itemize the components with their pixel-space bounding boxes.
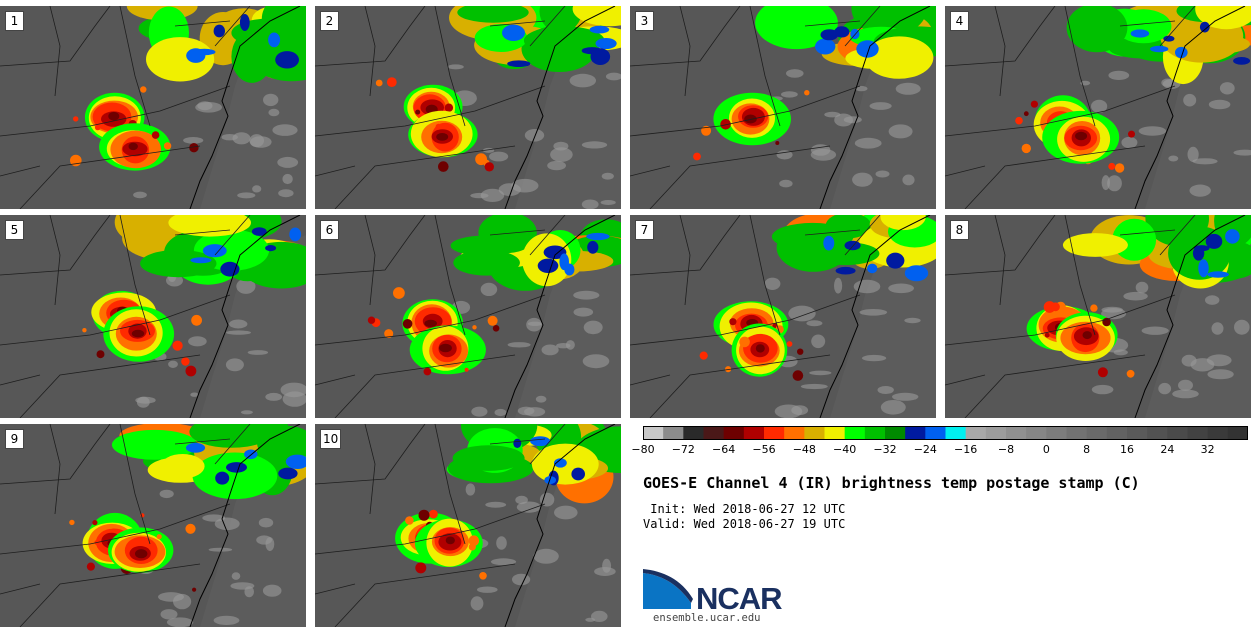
colorbar-segment [764,426,785,440]
satellite-map [315,6,621,209]
panel-label: 5 [5,220,24,240]
colorbar-tick-label: −48 [792,443,816,456]
ncar-logo-swoosh-dark [643,569,693,603]
colorbar-segment [683,426,704,440]
ncar-logo: NCAR [643,569,783,611]
colorbar-segment [1046,426,1067,440]
satellite-map [945,215,1251,418]
colorbar-segment [945,426,967,440]
colorbar-segment [1227,426,1248,440]
colorbar-segment [1026,426,1047,440]
satellite-map [945,6,1251,209]
ncar-logo-text: NCAR [696,581,782,611]
colorbar-segment [1147,426,1168,440]
panel-label: 10 [320,429,342,449]
colorbar-tick-label: −72 [671,443,695,456]
colorbar-segment [824,426,846,440]
panel-label: 4 [950,11,969,31]
colorbar-segment [1066,426,1088,440]
member-panel-6: 6 [315,215,621,418]
colorbar-segment [723,426,745,440]
init-time: Init: Wed 2018-06-27 12 UTC [643,502,846,516]
valid-time: Valid: Wed 2018-06-27 19 UTC [643,517,846,531]
colorbar-tick-label: −24 [913,443,937,456]
figure-title: GOES-E Channel 4 (IR) brightness temp po… [643,474,1140,492]
satellite-map [630,6,936,209]
member-panel-4: 4 [945,6,1251,209]
panel-label: 1 [5,11,24,31]
colorbar-segment [1187,426,1209,440]
colorbar-tick-label: 0 [1042,443,1050,456]
colorbar-segment [965,426,987,440]
satellite-map [0,215,306,418]
colorbar-tick-label: −32 [873,443,897,456]
colorbar-tick-label: 16 [1120,443,1134,456]
colorbar-segment [925,426,946,440]
member-panel-5: 5 [0,215,306,418]
colorbar-segment [985,426,1007,440]
colorbar-tick-label: −64 [712,443,736,456]
colorbar-segment [844,426,866,440]
panel-label: 7 [635,220,654,240]
colorbar-segment [804,426,825,440]
panel-label: 3 [635,11,654,31]
member-panel-9: 9 [0,424,306,627]
colorbar-segment [1006,426,1027,440]
panel-label: 8 [950,220,969,240]
satellite-map [0,6,306,209]
colorbar-segment [885,426,906,440]
member-panel-7: 7 [630,215,936,418]
satellite-map [0,424,306,627]
panel-label: 6 [320,220,339,240]
colorbar-segment [663,426,684,440]
colorbar-segment [1207,426,1229,440]
colorbar-segment [703,426,725,440]
colorbar-tick-label: −80 [631,443,655,456]
colorbar-segment [643,426,664,440]
colorbar-tick-label: 32 [1200,443,1215,456]
member-panel-8: 8 [945,215,1251,418]
member-panel-10: 10 [315,424,621,627]
colorbar-segment [1127,426,1148,440]
colorbar-tick-label: −8 [997,443,1015,456]
colorbar-segment [1086,426,1108,440]
colorbar [643,426,1248,440]
member-panel-3: 3 [630,6,936,209]
colorbar-tick-label: 8 [1083,443,1091,456]
ncar-logo-swoosh [643,573,691,609]
panel-label: 2 [320,11,339,31]
logo-url: ensemble.ucar.edu [653,612,761,624]
colorbar-ticks: −80 −72 −64 −56 −48 −40 −32 −24 −16 −8 0 8 16 24 32 [631,443,1248,457]
colorbar-border [643,426,1248,440]
colorbar-segment [1167,426,1188,440]
colorbar-segment [1106,426,1128,440]
colorbar-tick-label: −16 [954,443,978,456]
satellite-map [315,424,621,627]
colorbar-segment [905,426,926,440]
colorbar-segment [784,426,805,440]
member-panel-1: 1 [0,6,306,209]
satellite-map [315,215,621,418]
panel-label: 9 [5,429,24,449]
colorbar-segment [864,426,886,440]
satellite-map [630,215,936,418]
colorbar-tick-label: 24 [1160,443,1175,456]
colorbar-segment [743,426,765,440]
colorbar-tick-label: −56 [752,443,776,456]
colorbar-tick-label: −40 [833,443,857,456]
member-panel-2: 2 [315,6,621,209]
